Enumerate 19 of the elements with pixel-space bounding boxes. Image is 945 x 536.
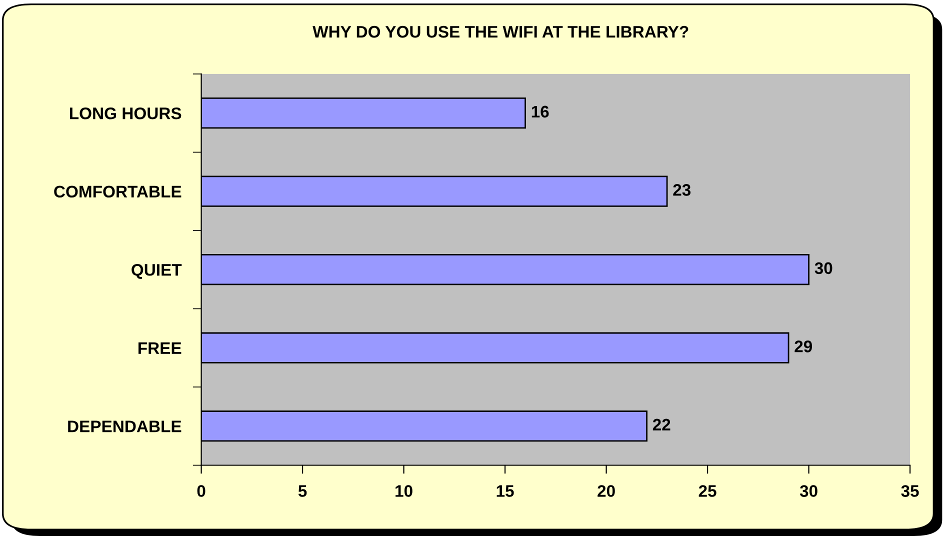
- x-tick-label: 0: [197, 485, 206, 497]
- y-tick-label: QUIET: [132, 264, 182, 279]
- x-tick-label: 5: [298, 485, 307, 497]
- y-tick-label: FREE: [138, 342, 182, 354]
- data-label: 29: [794, 340, 812, 352]
- y-tick-label: DEPENDABLE: [68, 420, 182, 432]
- x-tick-label: 25: [698, 485, 716, 497]
- data-label: 16: [532, 106, 549, 118]
- x-tick-label: 35: [901, 485, 919, 497]
- data-label: 30: [814, 262, 832, 274]
- y-tick-label: COMFORTABLE: [54, 186, 182, 198]
- data-label: 22: [652, 418, 670, 430]
- x-tick-label: 10: [396, 485, 412, 497]
- x-tick-label: 30: [800, 485, 818, 497]
- x-tick-label: 20: [598, 485, 615, 497]
- x-tick-label: 15: [496, 485, 514, 497]
- y-tick-label: LONG HOURS: [70, 107, 182, 120]
- chart-title: WHY DO YOU USE THE WIFI AT THE LIBRARY?: [312, 26, 688, 38]
- data-label: 23: [673, 184, 691, 196]
